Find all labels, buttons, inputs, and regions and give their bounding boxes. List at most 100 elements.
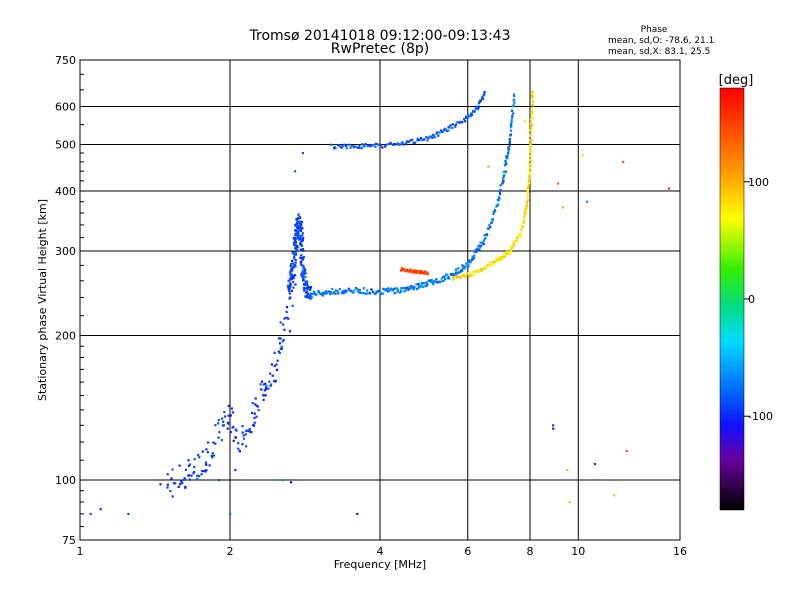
data-point [507, 146, 510, 149]
data-point [498, 255, 501, 258]
data-point [211, 452, 214, 455]
data-point [432, 283, 435, 286]
data-point [307, 285, 310, 288]
data-point [509, 129, 513, 132]
data-point [384, 145, 387, 148]
data-point [389, 288, 392, 291]
data-point [299, 256, 302, 259]
data-point [495, 258, 498, 261]
data-point [389, 142, 393, 145]
x-tick-label: 6 [464, 545, 471, 558]
data-point [509, 126, 513, 129]
data-point [466, 116, 469, 120]
data-point [445, 129, 449, 132]
data-point [472, 271, 475, 274]
data-point [581, 154, 584, 157]
data-point [245, 445, 248, 448]
data-point [292, 236, 295, 239]
data-point [448, 126, 451, 129]
data-point [552, 427, 555, 430]
data-point [505, 251, 508, 254]
data-point [358, 144, 361, 147]
data-point [481, 97, 484, 101]
data-point [431, 281, 434, 284]
data-point [296, 226, 299, 229]
data-point [504, 164, 507, 167]
data-points [89, 90, 671, 516]
data-point [468, 259, 471, 262]
data-point [529, 144, 532, 147]
data-point [315, 293, 318, 296]
data-point [513, 101, 516, 104]
data-point [489, 226, 492, 229]
data-point [519, 234, 522, 237]
data-point [330, 143, 333, 146]
data-point [370, 288, 373, 291]
data-point [505, 252, 508, 255]
data-point [404, 289, 407, 292]
data-point [358, 146, 361, 149]
data-point [527, 185, 530, 188]
data-point [364, 142, 367, 146]
data-point [418, 138, 421, 142]
data-point [343, 143, 346, 146]
data-point [303, 283, 306, 286]
data-point [379, 293, 382, 296]
data-point [374, 145, 377, 148]
stats-o-line: mean, sd,O: -78.6, 21.1 [608, 36, 714, 46]
data-point [512, 93, 515, 96]
data-point [193, 458, 196, 461]
data-point [426, 273, 429, 276]
data-point [526, 186, 530, 189]
data-point [352, 291, 355, 294]
data-point [530, 117, 533, 120]
data-point [625, 449, 628, 453]
data-point [528, 172, 532, 175]
data-point [456, 275, 459, 278]
data-point [398, 143, 401, 146]
data-point [476, 247, 479, 250]
data-point [613, 494, 616, 497]
data-point [512, 242, 515, 245]
data-point [458, 275, 461, 278]
data-point [525, 204, 529, 207]
data-point [289, 283, 292, 286]
data-point [419, 137, 423, 140]
data-point [452, 276, 455, 279]
data-point [409, 270, 412, 273]
data-point [482, 243, 485, 246]
data-point [529, 141, 532, 145]
data-point [403, 268, 406, 271]
data-point [289, 278, 292, 281]
data-point [475, 269, 478, 272]
data-point [408, 286, 411, 289]
data-point [400, 287, 403, 290]
data-point [323, 292, 326, 296]
data-point [465, 115, 468, 118]
data-point [296, 217, 299, 220]
data-point [294, 283, 297, 286]
data-point [515, 239, 518, 242]
data-point [528, 179, 531, 182]
x-tick-label: 10 [571, 545, 585, 558]
data-point [289, 277, 292, 280]
data-point [290, 265, 293, 268]
data-point [301, 244, 304, 247]
data-point [257, 409, 260, 412]
data-point [463, 274, 467, 277]
data-point [491, 261, 494, 264]
data-point [473, 110, 476, 113]
data-point [497, 203, 500, 206]
data-point [479, 268, 483, 271]
data-point [353, 289, 356, 292]
y-tick-label: 400 [55, 185, 76, 198]
data-point [294, 247, 298, 250]
data-point [483, 91, 486, 94]
data-point [179, 483, 182, 486]
data-point [302, 256, 305, 259]
data-point [237, 447, 240, 450]
data-point [476, 249, 479, 252]
data-point [348, 288, 351, 291]
data-point [496, 257, 499, 260]
data-point [524, 210, 527, 214]
